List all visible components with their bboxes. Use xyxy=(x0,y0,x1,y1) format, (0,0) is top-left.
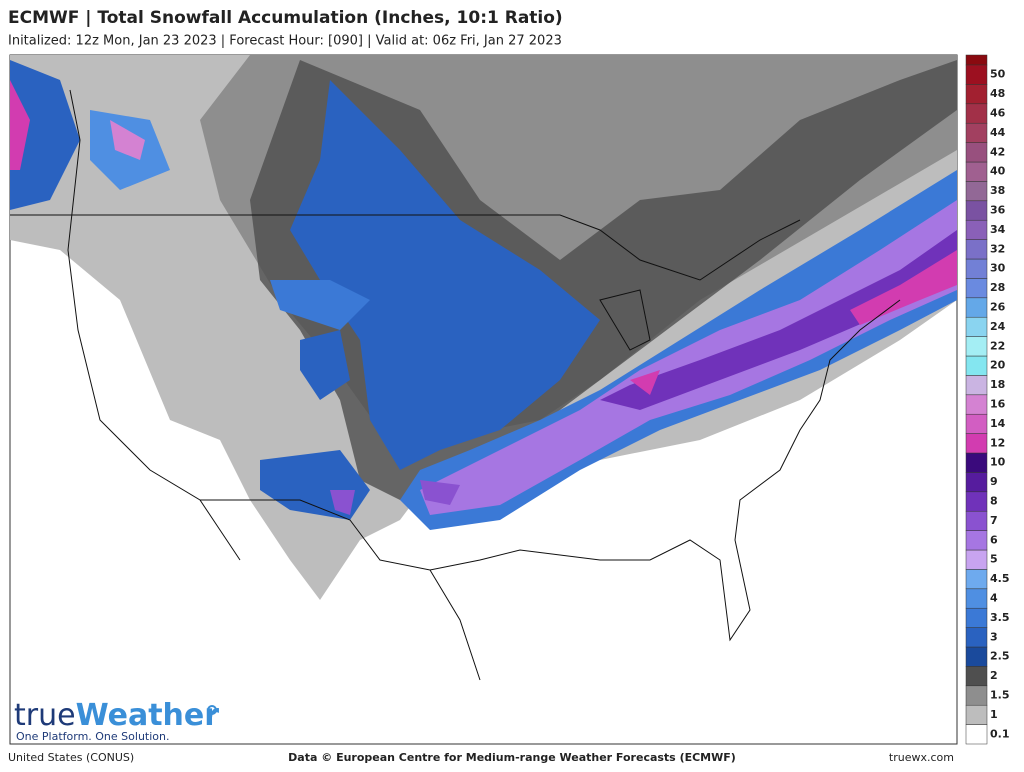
legend-label: 32 xyxy=(990,242,1005,255)
legend-label: 3 xyxy=(990,630,998,643)
legend-swatch xyxy=(965,297,988,318)
footer-left: United States (CONUS) xyxy=(8,751,134,764)
legend-swatch xyxy=(965,355,988,376)
legend-swatch xyxy=(965,64,988,85)
legend-label: 2.5 xyxy=(990,650,1010,663)
legend-label: 1 xyxy=(990,708,998,721)
legend-swatch xyxy=(965,472,988,493)
legend-label: 3.5 xyxy=(990,611,1010,624)
legend-swatch xyxy=(965,84,988,105)
legend-label: 14 xyxy=(990,417,1006,430)
legend-swatch xyxy=(965,278,988,299)
footer-right: truewx.com xyxy=(889,751,954,764)
legend-swatch xyxy=(965,530,988,551)
legend-label: 10 xyxy=(990,456,1006,469)
legend-swatch xyxy=(965,685,988,706)
legend-label: 20 xyxy=(990,359,1006,372)
legend-label: 18 xyxy=(990,378,1005,391)
legend-swatch xyxy=(965,549,988,570)
legend-label: 9 xyxy=(990,475,998,488)
legend-swatch xyxy=(965,666,988,687)
legend-swatch xyxy=(965,200,988,221)
legend-swatch xyxy=(965,607,988,628)
legend-swatch xyxy=(965,316,988,337)
legend-swatch xyxy=(965,452,988,473)
legend-swatch xyxy=(965,336,988,357)
legend-swatch xyxy=(965,161,988,182)
logo-suffix: Weather xyxy=(76,698,220,733)
legend-label: 16 xyxy=(990,398,1006,411)
legend-swatch xyxy=(965,724,988,745)
legend-label: 24 xyxy=(990,320,1006,333)
legend-swatch xyxy=(965,433,988,454)
title: ECMWF | Total Snowfall Accumulation (Inc… xyxy=(8,8,563,28)
subtitle: Initalized: 12z Mon, Jan 23 2023 | Forec… xyxy=(8,34,562,49)
legend-swatch xyxy=(965,627,988,648)
legend-swatch xyxy=(965,394,988,415)
logo: trueWeather One Platform. One Solution. xyxy=(14,698,219,744)
color-legend: 0.1 1 1.5 2 2.5 3 3.5 4 4.5 5 6 7 8 9 10 12 14 16 18 20 22 24… xyxy=(965,54,1010,745)
legend-label: 0.1 xyxy=(990,727,1010,740)
map xyxy=(9,54,958,745)
legend-label: 6 xyxy=(990,533,998,546)
legend-label: 30 xyxy=(990,262,1006,275)
legend-label: 36 xyxy=(990,204,1006,217)
legend-label: 34 xyxy=(990,223,1006,236)
legend-label: 4.5 xyxy=(990,572,1010,585)
logo-prefix: true xyxy=(14,698,76,733)
legend-label: 40 xyxy=(990,165,1006,178)
legend-label: 50 xyxy=(990,68,1006,81)
legend-swatch xyxy=(965,103,988,124)
legend-label: 2 xyxy=(990,669,998,682)
legend-swatch xyxy=(965,181,988,202)
logo-name: trueWeather xyxy=(14,698,219,733)
legend-swatch xyxy=(965,258,988,279)
legend-swatch xyxy=(965,142,988,163)
footer-center: Data © European Centre for Medium-range … xyxy=(288,751,736,764)
legend-swatch xyxy=(965,239,988,260)
legend-swatch xyxy=(965,375,988,396)
legend-label: 12 xyxy=(990,436,1005,449)
legend-swatch xyxy=(965,510,988,531)
legend-swatch xyxy=(965,569,988,590)
legend-label: 7 xyxy=(990,514,998,527)
legend-swatch xyxy=(965,646,988,667)
legend-swatch xyxy=(965,413,988,434)
legend-label: 44 xyxy=(990,126,1006,139)
legend-label: 46 xyxy=(990,107,1006,120)
legend-label: 42 xyxy=(990,145,1005,158)
legend-label: 28 xyxy=(990,281,1005,294)
legend-label: 1.5 xyxy=(990,689,1010,702)
legend-swatch xyxy=(965,219,988,240)
legend-swatch xyxy=(965,588,988,609)
legend-swatch xyxy=(965,491,988,512)
legend-label: 48 xyxy=(990,87,1005,100)
legend-label: 26 xyxy=(990,301,1006,314)
legend-label: 8 xyxy=(990,495,998,508)
legend-label: 4 xyxy=(990,592,998,605)
legend-swatch xyxy=(965,122,988,143)
legend-label: 38 xyxy=(990,184,1005,197)
legend-swatch xyxy=(965,704,988,725)
logo-tagline: One Platform. One Solution. xyxy=(16,730,169,743)
legend-label: 22 xyxy=(990,339,1005,352)
legend-label: 5 xyxy=(990,553,998,566)
